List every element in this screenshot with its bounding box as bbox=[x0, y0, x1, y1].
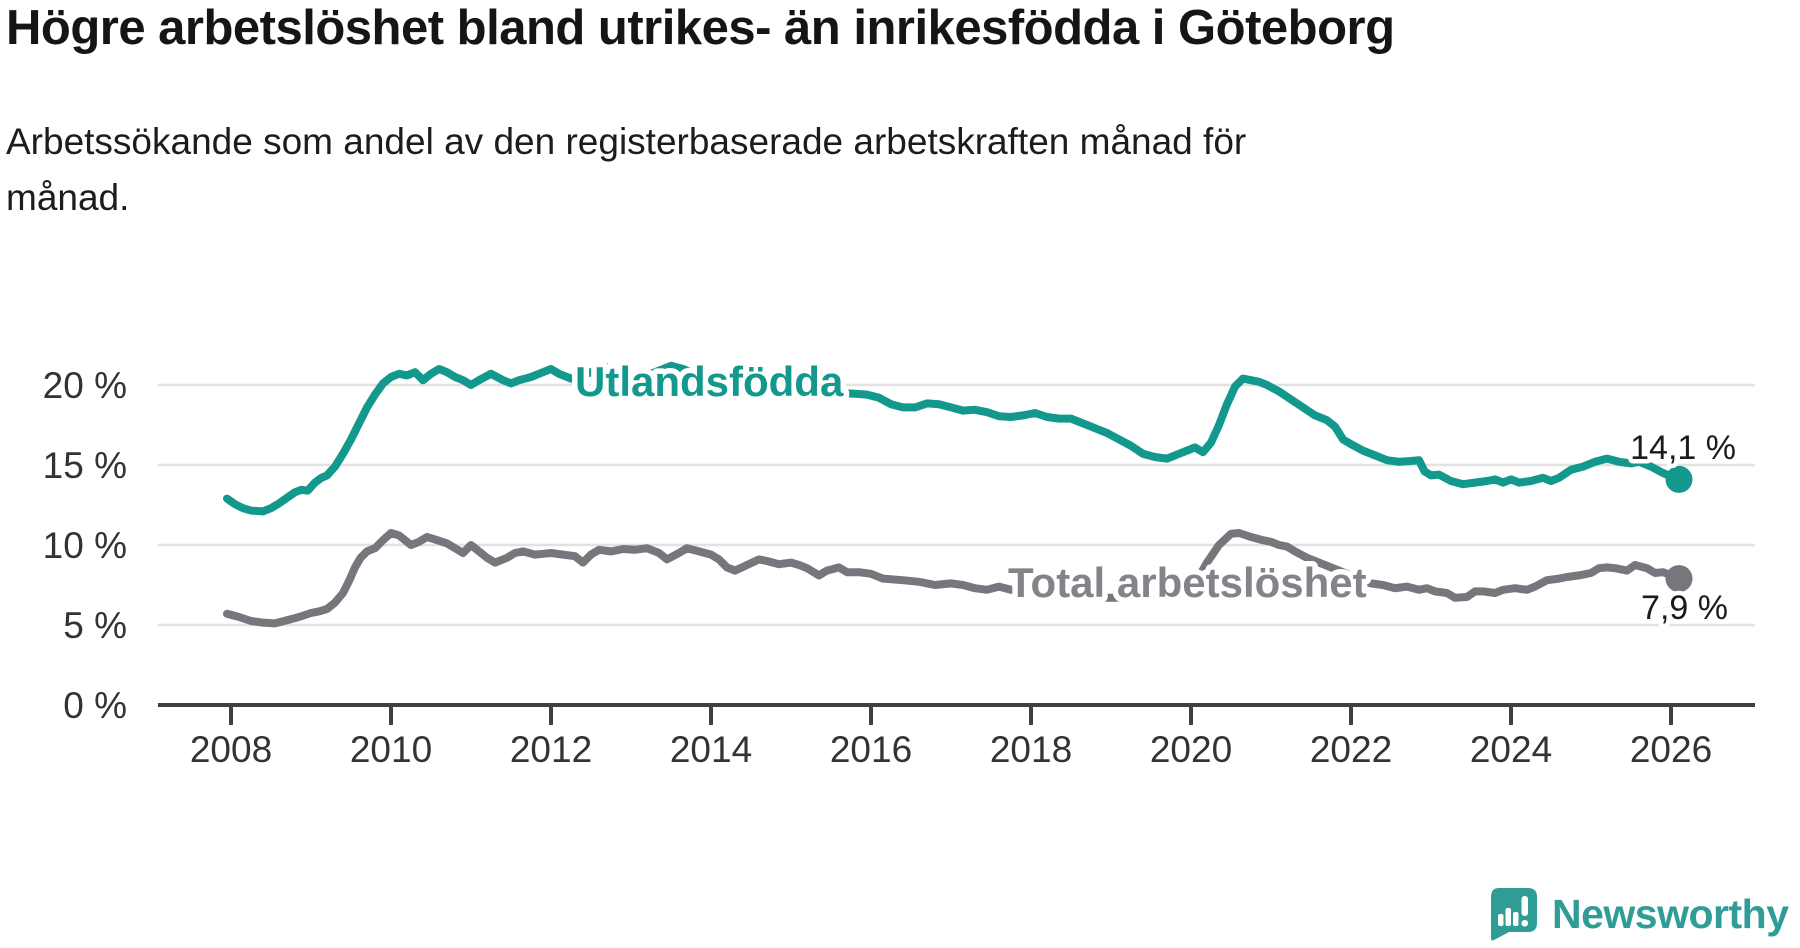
end-value-label-utlandsfodda: 14,1 % bbox=[1630, 429, 1736, 467]
series-lines bbox=[223, 361, 1683, 628]
y-tick-label: 0 % bbox=[63, 685, 127, 726]
series-end-dot-utlandsfodda bbox=[1665, 465, 1693, 493]
x-tick-label: 2016 bbox=[830, 729, 912, 770]
newsworthy-logo: Newsworthy bbox=[1487, 886, 1789, 942]
y-tick-label: 20 % bbox=[43, 365, 127, 406]
x-tick-label: 2010 bbox=[350, 729, 432, 770]
x-tick-label: 2020 bbox=[1150, 729, 1232, 770]
y-axis-labels: 20 % 15 % 10 % 5 % 0 % bbox=[43, 365, 127, 726]
series-end-dots bbox=[1665, 465, 1693, 593]
gridlines bbox=[158, 383, 1755, 627]
y-tick-label: 10 % bbox=[43, 525, 127, 566]
x-axis-labels: 2008 2010 2012 2014 2016 2018 2020 2022 2024 2026 bbox=[190, 729, 1712, 770]
newsworthy-badge-icon bbox=[1491, 888, 1537, 941]
x-axis bbox=[158, 703, 1755, 725]
y-tick-label: 5 % bbox=[63, 605, 127, 646]
series-label-total-arbetsloshet: Total arbetslöshet bbox=[1008, 559, 1367, 606]
x-tick-label: 2012 bbox=[510, 729, 592, 770]
x-tick-label: 2024 bbox=[1470, 729, 1552, 770]
y-tick-label: 15 % bbox=[43, 445, 127, 486]
chart-title: Högre arbetslöshet bland utrikes- än inr… bbox=[6, 1, 1395, 55]
x-tick-label: 2018 bbox=[990, 729, 1072, 770]
x-tick-label: 2026 bbox=[1630, 729, 1712, 770]
series-end-dot-total-arbetsloshet bbox=[1665, 565, 1693, 593]
x-tick-label: 2008 bbox=[190, 729, 272, 770]
x-tick-label: 2014 bbox=[670, 729, 752, 770]
series-label-utlandsfodda: Utlandsfödda bbox=[575, 358, 844, 405]
chart-subtitle: Arbetssökande som andel av den registerb… bbox=[6, 121, 1247, 218]
x-tick-label: 2022 bbox=[1310, 729, 1392, 770]
end-value-label-total-arbetsloshet: 7,9 % bbox=[1641, 589, 1728, 627]
newsworthy-logo-text: Newsworthy bbox=[1552, 890, 1789, 937]
series-line-utlandsfodda bbox=[223, 361, 1683, 516]
series-line-total-arbetsloshet bbox=[223, 529, 1683, 628]
